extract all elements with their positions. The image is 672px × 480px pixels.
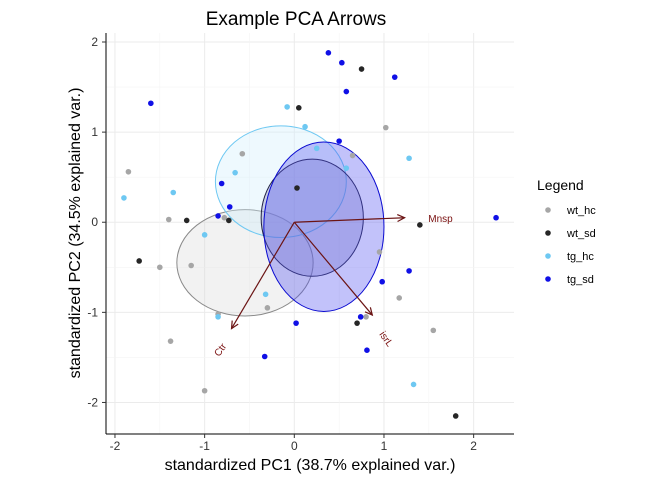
point-tg_sd	[148, 100, 154, 107]
point-tg_sd	[357, 314, 364, 320]
point-wt_sd	[226, 217, 232, 224]
y-axis-title: standardized PC2 (34.5% explained var.)	[67, 88, 84, 379]
x-tick-label: 2	[470, 439, 477, 453]
point-tg_sd	[391, 74, 398, 80]
legend-label-wt_hc: wt_hc	[566, 205, 596, 217]
point-tg_hc	[215, 314, 221, 320]
point-tg_hc	[343, 165, 350, 171]
point-tg_sd	[261, 353, 268, 360]
arrow-Mnsp	[294, 217, 405, 223]
legend-key-wt_hc	[545, 207, 551, 213]
y-tick-label: -1	[87, 305, 98, 319]
x-tick-label: -2	[110, 439, 121, 453]
point-wt_hc	[221, 214, 228, 221]
point-wt_sd	[136, 258, 142, 264]
point-wt_hc	[363, 314, 369, 320]
point-wt_hc	[430, 327, 437, 334]
arrowhead-Ctr	[230, 320, 239, 330]
grid-lines	[106, 33, 514, 434]
point-wt_hc	[349, 152, 356, 159]
arrow-label-Ctr: Ctr	[213, 341, 230, 359]
x-axis-title: standardized PC1 (38.7% explained var.)	[165, 457, 456, 474]
point-tg_hc	[284, 104, 290, 110]
point-wt_hc	[201, 387, 208, 394]
arrow-Ctr	[231, 221, 295, 329]
point-wt_sd	[452, 413, 459, 419]
point-wt_sd	[358, 66, 365, 72]
point-tg_sd	[226, 204, 233, 210]
chart-title: Example PCA Arrows	[206, 9, 387, 30]
point-wt_hc	[188, 262, 194, 269]
point-wt_hc	[165, 216, 172, 223]
arrowhead-Mnsp	[397, 213, 406, 223]
point-wt_hc	[376, 249, 383, 255]
point-wt_hc	[264, 305, 271, 311]
arrow-label-isrL: isrL	[377, 330, 396, 350]
legend-label-tg_sd: tg_sd	[567, 274, 594, 286]
arrowhead-isrL	[364, 307, 374, 317]
point-tg_sd	[336, 138, 342, 144]
y-axis-ticks: -2 -1 0 1 2	[87, 35, 106, 409]
point-tg_hc	[410, 381, 417, 388]
legend-label-wt_sd: wt_sd	[566, 228, 596, 240]
ellipse-wt_sd	[260, 158, 364, 277]
point-tg_sd	[406, 268, 412, 274]
point-wt_sd	[295, 104, 302, 111]
point-tg_sd	[493, 214, 499, 221]
arrow-label-Mnsp: Mnsp	[428, 214, 453, 225]
point-tg_sd	[325, 50, 332, 56]
point-wt_hc	[167, 338, 174, 344]
point-wt_sd	[183, 217, 190, 224]
point-wt_hc	[396, 295, 403, 301]
data-points	[121, 50, 499, 419]
x-axis-ticks: -2 -1 0 1 2	[110, 434, 477, 453]
point-tg_sd	[343, 88, 350, 95]
point-tg_sd	[215, 213, 221, 219]
legend: Legend wt_hc wt_sd tg_hc tg_sd	[537, 177, 596, 286]
point-tg_hc	[313, 145, 320, 152]
point-tg_hc	[302, 123, 308, 130]
y-tick-label: 0	[91, 215, 98, 229]
ellipse-tg_sd	[263, 141, 385, 312]
legend-title: Legend	[537, 177, 584, 193]
point-tg_hc	[201, 232, 208, 238]
point-tg_sd	[379, 278, 385, 285]
legend-key-wt_sd	[545, 230, 551, 236]
group-ellipses	[176, 125, 385, 317]
point-wt_hc	[239, 150, 246, 157]
ellipse-tg_hc	[214, 125, 347, 239]
y-tick-label: 1	[91, 125, 98, 139]
arrow-isrL	[293, 221, 373, 316]
point-tg_hc	[121, 195, 127, 201]
x-tick-label: 1	[381, 439, 388, 453]
point-tg_sd	[364, 347, 370, 353]
x-tick-label: 0	[291, 439, 298, 453]
point-tg_hc	[262, 291, 269, 298]
point-wt_hc	[382, 124, 389, 131]
legend-key-tg_hc	[545, 253, 551, 259]
point-wt_sd	[354, 320, 360, 326]
point-tg_sd	[218, 180, 225, 187]
point-wt_hc	[125, 168, 132, 175]
legend-label-tg_hc: tg_hc	[567, 251, 594, 263]
y-tick-label: -2	[87, 395, 98, 409]
y-tick-label: 2	[91, 35, 98, 49]
point-wt_hc	[157, 264, 163, 271]
point-tg_hc	[232, 169, 238, 176]
point-wt_sd	[417, 222, 423, 228]
ellipse-wt_hc	[176, 209, 314, 317]
point-tg_sd	[339, 59, 345, 66]
legend-key-tg_sd	[545, 276, 551, 282]
x-tick-label: -1	[199, 439, 210, 453]
point-tg_hc	[406, 155, 412, 162]
point-tg_sd	[293, 320, 299, 326]
point-tg_hc	[170, 189, 177, 196]
point-wt_sd	[294, 185, 300, 191]
